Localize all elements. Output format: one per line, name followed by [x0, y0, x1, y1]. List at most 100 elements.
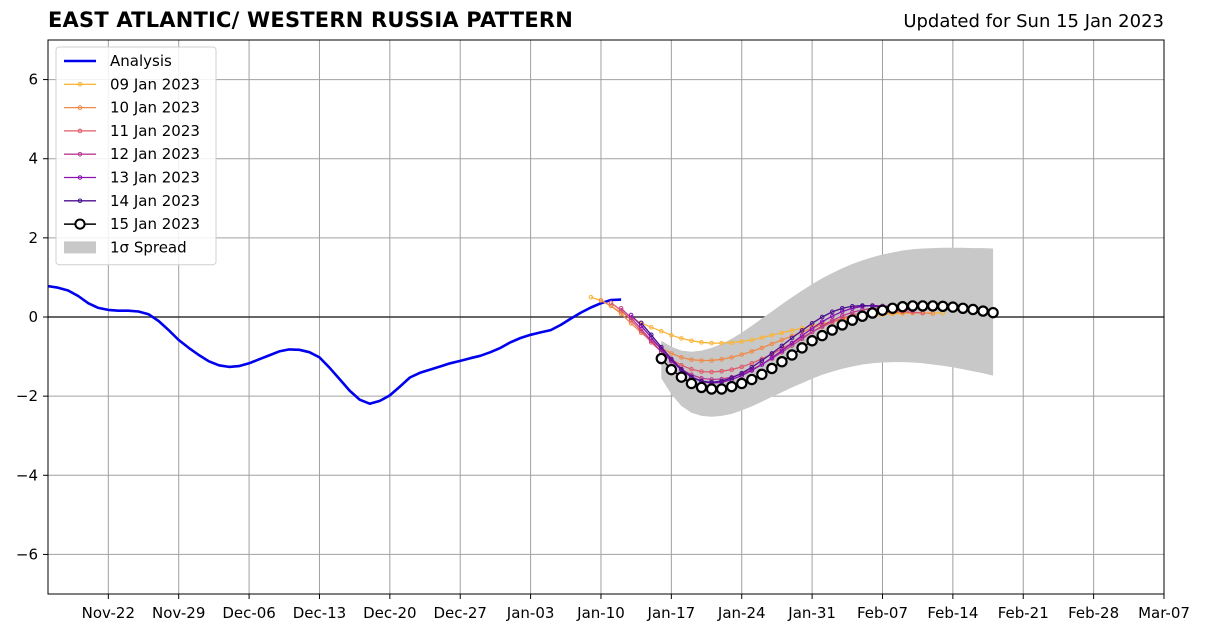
data-point	[588, 294, 594, 300]
data-point	[809, 326, 815, 331]
data-point	[719, 340, 724, 346]
data-point	[776, 356, 788, 368]
data-point	[846, 314, 859, 326]
data-point	[826, 324, 838, 336]
legend-label: 15 Jan 2023	[110, 215, 200, 233]
data-point	[749, 364, 755, 370]
legend-label: 1σ Spread	[110, 238, 187, 256]
legend-marker	[77, 128, 83, 134]
data-point	[699, 340, 704, 345]
x-tick-label: Nov-22	[82, 604, 135, 622]
legend-label: 12 Jan 2023	[110, 145, 200, 163]
data-point	[699, 369, 704, 374]
legend-label: 14 Jan 2023	[110, 192, 200, 210]
data-point	[719, 368, 724, 374]
data-point	[789, 335, 795, 341]
data-point	[695, 381, 708, 394]
data-point	[756, 368, 768, 381]
legend-marker	[74, 218, 86, 230]
data-point	[779, 337, 785, 343]
x-tick-label: Feb-14	[927, 604, 978, 622]
x-tick-label: Dec-27	[433, 604, 487, 622]
data-point	[598, 298, 604, 303]
data-point	[746, 373, 758, 386]
legend-label: 09 Jan 2023	[110, 75, 200, 93]
data-point	[658, 344, 664, 350]
data-point	[839, 305, 845, 311]
x-tick-label: Dec-20	[363, 604, 417, 622]
y-tick-label: −2	[16, 387, 38, 405]
legend-item: 12 Jan 2023	[64, 145, 200, 163]
data-point	[819, 319, 825, 325]
y-tick-label: 2	[28, 229, 38, 247]
data-point	[715, 383, 728, 395]
data-point	[779, 343, 785, 349]
data-point	[829, 309, 835, 315]
data-point	[766, 362, 778, 375]
data-point	[876, 304, 889, 316]
data-point	[769, 341, 775, 347]
y-tick-label: −6	[16, 545, 38, 563]
legend-item: 11 Jan 2023	[64, 122, 200, 140]
data-point	[709, 358, 714, 363]
legend-marker	[77, 175, 83, 180]
y-tick-label: 0	[28, 308, 38, 326]
data-point	[739, 364, 745, 370]
data-point	[927, 300, 939, 312]
data-point	[655, 352, 667, 365]
data-point	[719, 357, 724, 362]
legend-item: 1σ Spread	[64, 238, 187, 256]
data-point	[685, 377, 698, 390]
data-point	[749, 337, 755, 343]
data-point	[729, 367, 734, 372]
data-point	[679, 366, 684, 372]
legend-label: 13 Jan 2023	[110, 169, 200, 187]
data-point	[789, 340, 795, 346]
data-point	[648, 324, 654, 330]
data-point	[689, 366, 694, 372]
data-point	[618, 305, 624, 311]
data-point	[759, 345, 765, 351]
legend-item: 14 Jan 2023	[64, 192, 200, 210]
legend-item: 15 Jan 2023	[64, 215, 200, 233]
data-point	[839, 313, 845, 319]
data-point	[809, 321, 815, 326]
data-point	[759, 335, 765, 340]
legend-box	[55, 46, 217, 266]
data-point	[967, 303, 979, 316]
data-point	[779, 330, 785, 336]
data-point	[736, 377, 748, 390]
legend-marker	[77, 82, 83, 87]
data-point	[906, 300, 919, 312]
x-tick-label: Jan-31	[787, 604, 836, 622]
data-point	[806, 335, 818, 347]
data-point	[796, 342, 808, 354]
data-point	[819, 323, 825, 329]
data-point	[789, 328, 795, 333]
data-point	[725, 380, 738, 393]
data-point	[947, 301, 959, 313]
data-point	[829, 318, 835, 323]
data-point	[856, 310, 869, 322]
data-point	[860, 303, 865, 308]
legend-item: Analysis	[64, 52, 172, 70]
legend-swatch	[64, 241, 96, 254]
data-point	[739, 370, 745, 376]
x-tick-label: Dec-06	[222, 604, 276, 622]
data-point	[987, 306, 999, 319]
data-point	[819, 314, 825, 320]
data-point	[829, 313, 835, 319]
data-point	[719, 378, 724, 384]
x-tick-label: Feb-28	[1068, 604, 1119, 622]
data-point	[816, 329, 828, 342]
legend-label: 10 Jan 2023	[110, 99, 200, 117]
data-point	[709, 369, 714, 375]
data-point	[917, 300, 929, 312]
data-point	[729, 355, 734, 360]
legend-label: 11 Jan 2023	[110, 122, 200, 140]
chart-title: EAST ATLANTIC/ WESTERN RUSSIA PATTERN	[48, 8, 574, 32]
data-point	[628, 312, 634, 318]
data-point	[937, 300, 949, 313]
data-point	[679, 355, 684, 360]
x-tick-label: Mar-07	[1138, 604, 1190, 622]
